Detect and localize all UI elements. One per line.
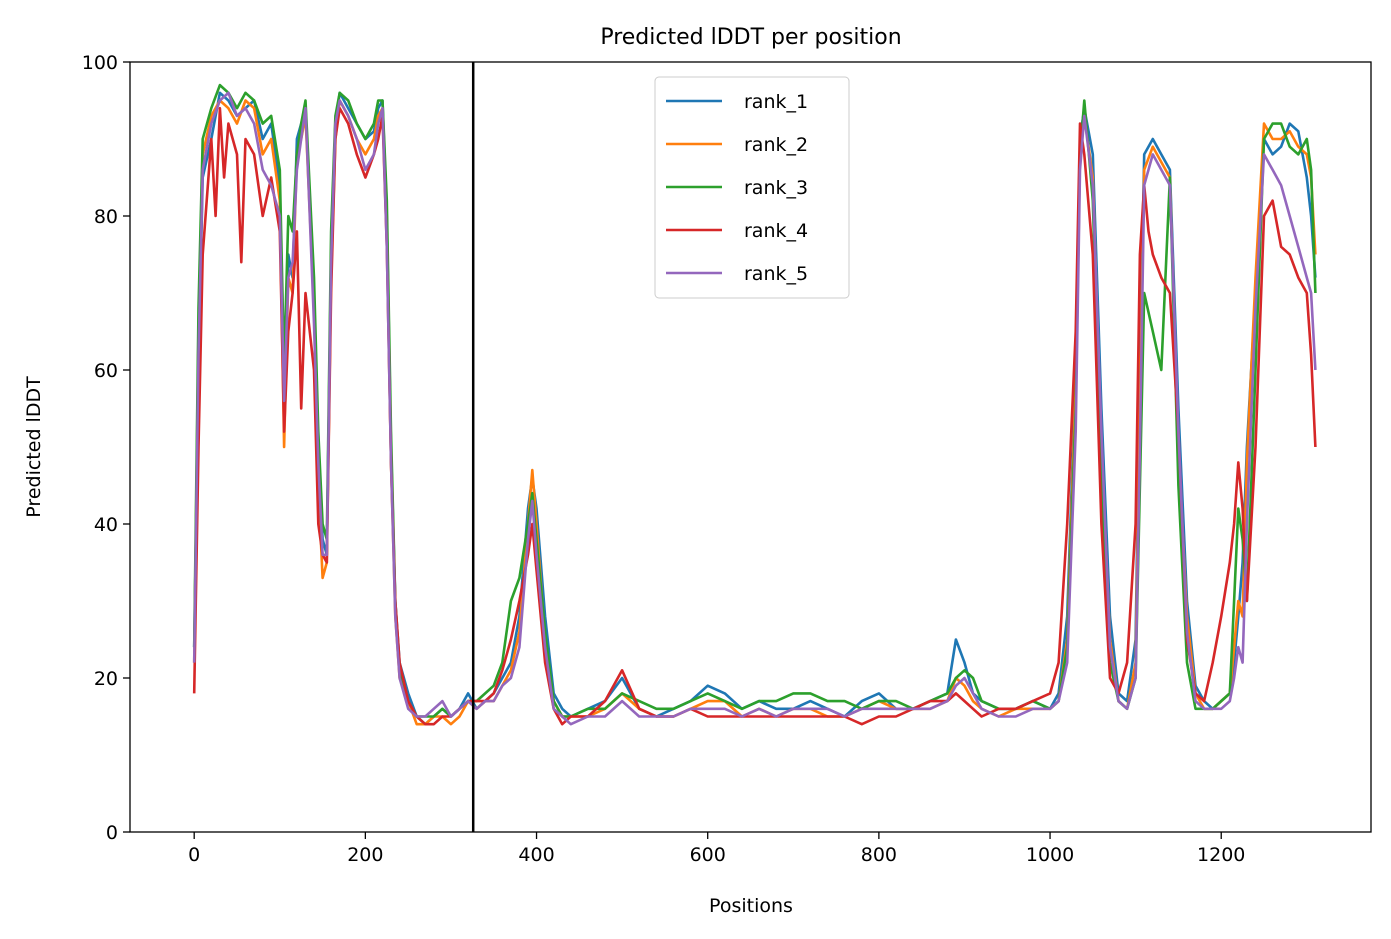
series-line-rank-5	[192, 91, 1317, 726]
x-tick-label: 200	[347, 844, 383, 866]
y-axis-label: Predicted lDDT	[23, 376, 45, 518]
legend-label-rank-3: rank_3	[744, 177, 808, 199]
chart-title: Predicted lDDT per position	[600, 25, 901, 50]
x-tick-label: 0	[188, 844, 200, 866]
legend-box	[654, 76, 850, 299]
x-tick-label: 1000	[1026, 844, 1074, 866]
series-layer	[192, 83, 1317, 726]
legend-label-rank-2: rank_2	[744, 134, 808, 156]
series-line-rank-4	[192, 106, 1317, 726]
y-axis-ticks: 0 20 40 60 80 100	[82, 52, 130, 844]
legend-label-rank-4: rank_4	[744, 220, 808, 242]
plot-frame	[129, 61, 1372, 833]
x-axis-label: Positions	[709, 895, 793, 917]
y-tick-label: 80	[94, 206, 118, 228]
x-tick-label: 400	[518, 844, 554, 866]
legend: rank_1 rank_2 rank_3 rank_4 rank_5	[654, 76, 850, 299]
x-tick-label: 800	[861, 844, 897, 866]
series-line-rank-3	[192, 83, 1317, 718]
x-axis-ticks: 0 200 400 600 800 1000 1200	[188, 832, 1245, 866]
y-tick-label: 0	[106, 822, 118, 844]
y-tick-label: 20	[94, 668, 118, 690]
x-tick-label: 600	[690, 844, 726, 866]
legend-label-rank-1: rank_1	[744, 91, 808, 113]
legend-label-rank-5: rank_5	[744, 263, 808, 285]
x-tick-label: 1200	[1197, 844, 1245, 866]
y-tick-label: 100	[82, 52, 118, 74]
y-tick-label: 40	[94, 514, 118, 536]
y-tick-label: 60	[94, 360, 118, 382]
